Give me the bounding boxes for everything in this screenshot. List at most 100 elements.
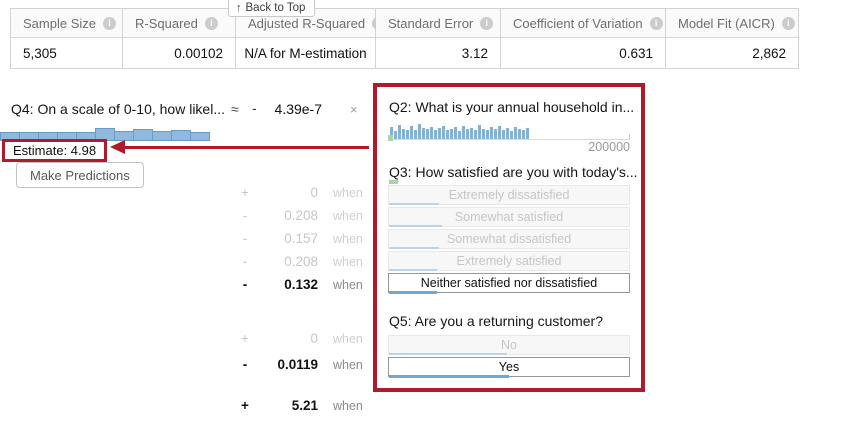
q3-option-list: Extremely dissatisfied Somewhat satisfied… bbox=[388, 185, 630, 295]
histogram-bar bbox=[454, 127, 457, 139]
histogram-bar bbox=[152, 131, 172, 141]
histogram-bar bbox=[410, 126, 413, 139]
histogram-bar bbox=[190, 132, 210, 141]
coefficient-sign: - bbox=[242, 357, 248, 372]
q3-selection-marker bbox=[389, 180, 398, 184]
coefficient-row-0: +0 when bbox=[230, 185, 370, 208]
histogram-bar bbox=[426, 129, 429, 139]
option-frequency-bar bbox=[389, 269, 437, 271]
first-coefficient-value: 4.39e-7 bbox=[274, 101, 322, 117]
histogram-bar bbox=[478, 125, 481, 139]
histogram-bar bbox=[522, 130, 525, 139]
histogram-bar bbox=[450, 129, 453, 139]
coefficient-row-2: - 0.157 when bbox=[230, 231, 370, 254]
option-label: No bbox=[501, 338, 517, 352]
histogram-bar bbox=[133, 129, 153, 141]
histogram-bar bbox=[414, 130, 417, 139]
histogram-bar bbox=[506, 128, 509, 139]
q3-option-0[interactable]: Extremely dissatisfied bbox=[388, 185, 630, 205]
q2-selection-marker[interactable] bbox=[388, 135, 393, 141]
stats-header-cell: R-Squared i bbox=[123, 9, 235, 38]
estimate-text: Estimate: 4.98 bbox=[13, 143, 97, 158]
q3-option-2[interactable]: Somewhat dissatisfied bbox=[388, 229, 630, 249]
coefficient-sign: - bbox=[242, 254, 248, 269]
up-arrow-icon: ↑ bbox=[236, 1, 242, 14]
coefficient-value: 0.132 bbox=[284, 277, 318, 292]
histogram-bar bbox=[406, 130, 409, 139]
info-icon[interactable]: i bbox=[204, 16, 218, 30]
stats-column-3: Standard Error i 3.12 bbox=[376, 9, 501, 68]
histogram-bar bbox=[394, 131, 397, 139]
option-frequency-bar bbox=[389, 375, 509, 378]
predictor-q5-title[interactable]: Q5: Are you a returning customer? bbox=[389, 313, 603, 329]
info-icon[interactable]: i bbox=[102, 16, 116, 30]
coefficient-sign: + bbox=[241, 398, 249, 413]
option-frequency-bar bbox=[389, 353, 507, 355]
histogram-bar bbox=[442, 126, 445, 139]
coefficient-value: 0.157 bbox=[284, 231, 318, 246]
when-label: when bbox=[333, 186, 363, 200]
histogram-bar bbox=[474, 130, 477, 139]
q2-income-histogram-slider[interactable] bbox=[388, 119, 630, 140]
make-predictions-button[interactable]: Make Predictions bbox=[16, 162, 144, 188]
q2-slider-right-tick bbox=[629, 134, 630, 139]
stats-value-cell: 5,305 bbox=[23, 45, 57, 61]
predictor-q2-title[interactable]: Q2: What is your annual household in... bbox=[389, 99, 635, 115]
when-label: when bbox=[333, 255, 363, 269]
histogram-bar bbox=[438, 128, 441, 139]
histogram-bar bbox=[494, 129, 497, 139]
histogram-bar bbox=[486, 130, 489, 139]
histogram-bar bbox=[502, 130, 505, 139]
info-icon[interactable]: i bbox=[480, 16, 494, 30]
back-to-top-button[interactable]: ↑ Back to Top bbox=[228, 0, 316, 17]
histogram-bar bbox=[430, 127, 433, 139]
stats-value-cell: 0.631 bbox=[619, 45, 653, 61]
estimate-value-tooltip: Estimate: 4.98 bbox=[2, 139, 108, 162]
model-stats-table: Sample Size i 5,305 R-Squared i 0.00102 Adjust… bbox=[10, 8, 799, 69]
histogram-bar bbox=[446, 130, 449, 139]
q5-option-0[interactable]: No bbox=[388, 335, 630, 355]
stats-header-label: Coefficient of Variation bbox=[513, 15, 643, 31]
coefficient-value: 0.208 bbox=[284, 208, 318, 223]
coefficient-row-4: - 0.132 when bbox=[230, 277, 370, 300]
histogram-bar bbox=[398, 125, 401, 139]
when-label: when bbox=[333, 399, 363, 413]
option-frequency-bar bbox=[389, 225, 442, 227]
histogram-bar bbox=[498, 126, 501, 139]
stats-header-cell: Coefficient of Variation i bbox=[501, 9, 665, 38]
stats-column-4: Coefficient of Variation i 0.631 bbox=[501, 9, 666, 68]
q3-option-4[interactable]: Neither satisfied nor dissatisfied bbox=[388, 273, 630, 294]
info-icon[interactable]: i bbox=[781, 16, 795, 30]
annotation-arrow-line bbox=[124, 146, 369, 149]
q5-option-1[interactable]: Yes bbox=[388, 357, 630, 378]
coefficient-row-3: - 0.208 when bbox=[230, 254, 370, 277]
coefficient-list: +0 when - 0.208 when - 0.157 when - 0.208 when - 0.1… bbox=[230, 185, 370, 421]
stats-value-cell: 3.12 bbox=[461, 45, 488, 61]
q3-option-1[interactable]: Somewhat satisfied bbox=[388, 207, 630, 227]
stats-header-label: Model Fit (AICR) bbox=[678, 15, 775, 31]
coefficient-value: 0.208 bbox=[284, 254, 318, 269]
when-label: when bbox=[333, 278, 363, 292]
info-icon[interactable]: i bbox=[649, 16, 663, 30]
option-label: Somewhat satisfied bbox=[454, 210, 564, 224]
when-label: when bbox=[333, 232, 363, 246]
histogram-bar bbox=[171, 130, 191, 141]
histogram-bar bbox=[514, 127, 517, 139]
coefficient-sign: + bbox=[241, 185, 249, 200]
stats-header-label: R-Squared bbox=[135, 15, 198, 31]
option-frequency-bar bbox=[389, 203, 440, 205]
option-label: Neither satisfied nor dissatisfied bbox=[420, 276, 598, 290]
coefficient-row-6: - 0.0119 when bbox=[230, 357, 370, 380]
q5-option-list: No Yes bbox=[388, 335, 630, 379]
q3-option-3[interactable]: Extremely satisfied bbox=[388, 251, 630, 271]
histogram-bar bbox=[462, 126, 465, 139]
coefficient-value: 0 bbox=[310, 331, 318, 346]
histogram-bar bbox=[402, 129, 405, 139]
histogram-bar bbox=[470, 128, 473, 139]
coefficient-sign: + bbox=[241, 331, 249, 346]
outcome-variable-label[interactable]: Q4: On a scale of 0-10, how likel... bbox=[11, 101, 225, 117]
when-label: when bbox=[333, 209, 363, 223]
stats-column-2: Adjusted R-SquarediN/A for M-estimation bbox=[236, 9, 386, 68]
predictor-q3-title[interactable]: Q3: How satisfied are you with today's..… bbox=[389, 164, 638, 180]
when-label: when bbox=[333, 358, 363, 372]
